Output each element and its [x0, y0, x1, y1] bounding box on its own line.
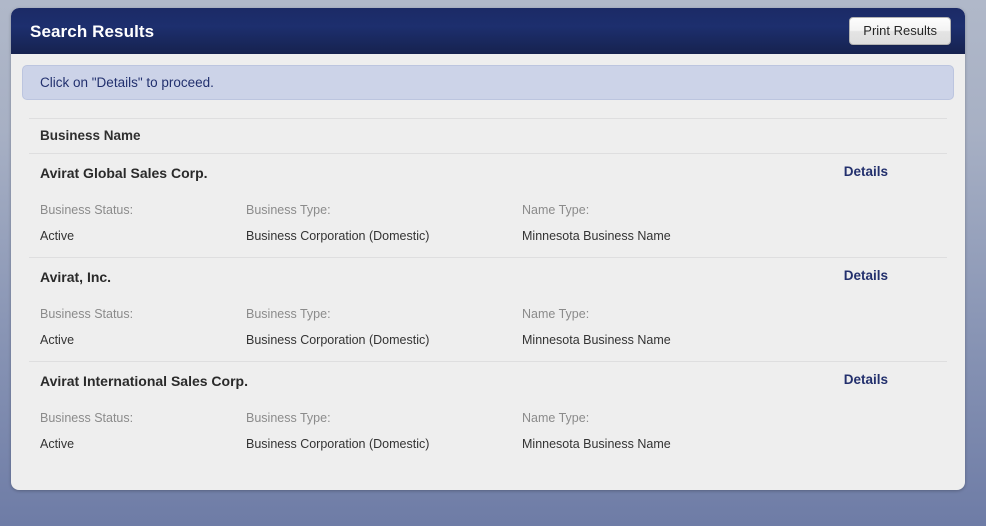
info-banner-text: Click on "Details" to proceed.	[40, 75, 214, 90]
field-value-business-type: Business Corporation (Domestic)	[246, 229, 430, 243]
field-name-type: Name Type: Minnesota Business Name	[522, 307, 822, 347]
details-link[interactable]: Details	[843, 372, 888, 387]
field-name-type: Name Type: Minnesota Business Name	[522, 411, 822, 451]
field-label-business-type: Business Type:	[246, 307, 331, 321]
business-name: Avirat Global Sales Corp.	[40, 165, 208, 181]
field-name-type: Name Type: Minnesota Business Name	[522, 203, 822, 243]
field-label-business-status: Business Status:	[40, 411, 134, 425]
search-results-card: Search Results Print Results Click on "D…	[11, 8, 965, 490]
row-fields: Business Status: Active Business Type: B…	[40, 392, 947, 451]
table-row: Avirat Global Sales Corp. Details Busine…	[29, 154, 947, 258]
business-name: Avirat International Sales Corp.	[40, 373, 248, 389]
field-label-name-type: Name Type:	[522, 203, 590, 217]
print-results-button[interactable]: Print Results	[849, 17, 951, 45]
row-fields: Business Status: Active Business Type: B…	[40, 288, 947, 347]
results-table: Business Name Avirat Global Sales Corp. …	[29, 118, 947, 465]
field-business-type: Business Type: Business Corporation (Dom…	[246, 203, 522, 243]
column-header-business-name: Business Name	[29, 118, 947, 154]
page-header-bar: Search Results Print Results	[11, 8, 965, 54]
field-business-type: Business Type: Business Corporation (Dom…	[246, 411, 522, 451]
field-business-status: Business Status: Active	[40, 411, 246, 451]
field-label-name-type: Name Type:	[522, 307, 590, 321]
field-label-name-type: Name Type:	[522, 411, 590, 425]
business-name: Avirat, Inc.	[40, 269, 112, 285]
row-fields: Business Status: Active Business Type: B…	[40, 184, 947, 243]
field-value-name-type: Minnesota Business Name	[522, 229, 671, 243]
field-value-business-type: Business Corporation (Domestic)	[246, 437, 430, 451]
field-value-name-type: Minnesota Business Name	[522, 437, 671, 451]
details-link[interactable]: Details	[843, 164, 888, 179]
page-title: Search Results	[30, 21, 155, 41]
details-link[interactable]: Details	[843, 268, 888, 283]
field-business-status: Business Status: Active	[40, 203, 246, 243]
field-value-business-status: Active	[40, 229, 75, 243]
table-row: Avirat International Sales Corp. Details…	[29, 362, 947, 465]
field-business-type: Business Type: Business Corporation (Dom…	[246, 307, 522, 347]
info-banner: Click on "Details" to proceed.	[22, 65, 954, 100]
field-label-business-status: Business Status:	[40, 203, 134, 217]
field-value-business-status: Active	[40, 437, 75, 451]
field-label-business-type: Business Type:	[246, 203, 331, 217]
field-business-status: Business Status: Active	[40, 307, 246, 347]
field-value-business-type: Business Corporation (Domestic)	[246, 333, 430, 347]
field-label-business-type: Business Type:	[246, 411, 331, 425]
field-label-business-status: Business Status:	[40, 307, 134, 321]
table-row: Avirat, Inc. Details Business Status: Ac…	[29, 258, 947, 362]
field-value-name-type: Minnesota Business Name	[522, 333, 671, 347]
field-value-business-status: Active	[40, 333, 75, 347]
